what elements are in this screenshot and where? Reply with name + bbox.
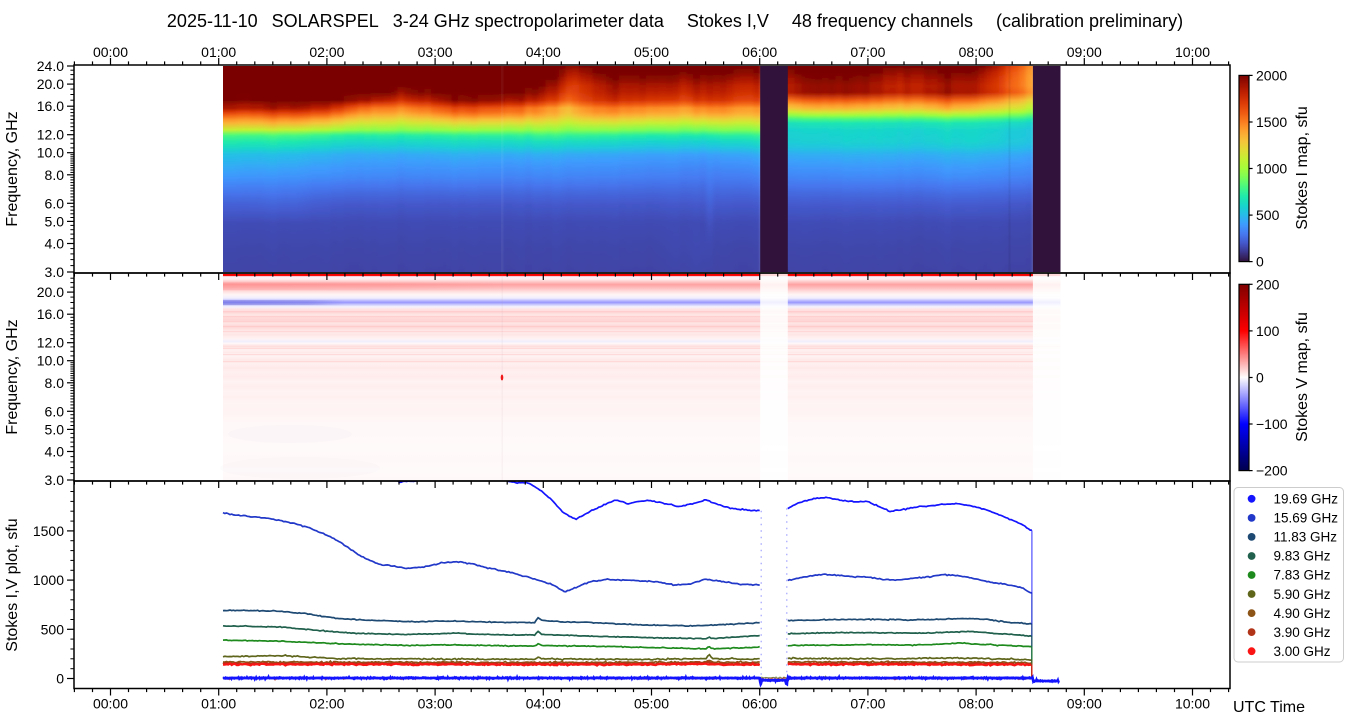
- svg-text:12.0: 12.0: [37, 335, 64, 351]
- svg-text:01:00: 01:00: [201, 696, 236, 712]
- svg-text:10:00: 10:00: [1175, 696, 1210, 712]
- svg-text:09:00: 09:00: [1067, 44, 1102, 60]
- svg-text:02:00: 02:00: [309, 696, 344, 712]
- svg-text:7.83 GHz: 7.83 GHz: [1274, 568, 1331, 583]
- svg-text:−200: −200: [1256, 463, 1288, 479]
- svg-text:0: 0: [1256, 370, 1264, 386]
- svg-text:02:00: 02:00: [309, 44, 344, 60]
- svg-text:08:00: 08:00: [959, 44, 994, 60]
- svg-text:9.83 GHz: 9.83 GHz: [1274, 549, 1331, 564]
- svg-text:2000: 2000: [1256, 67, 1287, 83]
- svg-text:04:00: 04:00: [526, 696, 561, 712]
- svg-text:Stokes V map, sfu: Stokes V map, sfu: [1294, 312, 1311, 442]
- svg-text:0: 0: [56, 671, 64, 687]
- svg-text:4.0: 4.0: [45, 236, 65, 252]
- svg-text:500: 500: [41, 621, 65, 637]
- svg-text:3.0: 3.0: [45, 264, 65, 280]
- svg-text:19.69 GHz: 19.69 GHz: [1274, 492, 1339, 507]
- svg-text:100: 100: [1256, 323, 1280, 339]
- svg-text:09:00: 09:00: [1067, 696, 1102, 712]
- svg-text:5.0: 5.0: [45, 421, 65, 437]
- svg-text:01:00: 01:00: [201, 44, 236, 60]
- svg-text:1500: 1500: [1256, 114, 1287, 130]
- svg-text:0: 0: [1256, 254, 1264, 270]
- svg-text:16.0: 16.0: [37, 306, 64, 322]
- svg-text:4.0: 4.0: [45, 444, 65, 460]
- svg-text:20.0: 20.0: [37, 284, 64, 300]
- svg-text:4.90 GHz: 4.90 GHz: [1274, 606, 1331, 621]
- svg-text:05:00: 05:00: [634, 696, 669, 712]
- svg-text:16.0: 16.0: [37, 98, 64, 114]
- svg-text:1000: 1000: [33, 572, 64, 588]
- svg-text:6.0: 6.0: [45, 403, 65, 419]
- svg-text:5.90 GHz: 5.90 GHz: [1274, 587, 1331, 602]
- svg-text:Stokes I,V plot, sfu: Stokes I,V plot, sfu: [4, 518, 21, 651]
- svg-text:Frequency, GHz: Frequency, GHz: [4, 319, 21, 434]
- svg-text:03:00: 03:00: [418, 696, 453, 712]
- svg-text:5.0: 5.0: [45, 213, 65, 229]
- svg-text:15.69 GHz: 15.69 GHz: [1274, 511, 1339, 526]
- svg-text:06:00: 06:00: [742, 44, 777, 60]
- svg-text:500: 500: [1256, 207, 1280, 223]
- svg-text:04:00: 04:00: [526, 44, 561, 60]
- svg-text:2025-11-10 SOLARSPEL 3-24 GH: 2025-11-10 SOLARSPEL 3-24 GHz spectropol…: [167, 11, 1183, 31]
- svg-text:10.0: 10.0: [37, 353, 64, 369]
- svg-text:3.00 GHz: 3.00 GHz: [1274, 644, 1331, 659]
- svg-text:200: 200: [1256, 276, 1280, 292]
- svg-text:11.83 GHz: 11.83 GHz: [1274, 530, 1338, 545]
- svg-text:8.0: 8.0: [45, 375, 65, 391]
- svg-text:UTC Time: UTC Time: [1233, 699, 1305, 716]
- svg-text:−100: −100: [1256, 416, 1288, 432]
- svg-text:12.0: 12.0: [37, 127, 64, 143]
- svg-text:3.90 GHz: 3.90 GHz: [1274, 625, 1331, 640]
- svg-text:8.0: 8.0: [45, 167, 65, 183]
- svg-text:03:00: 03:00: [418, 44, 453, 60]
- svg-text:07:00: 07:00: [850, 44, 885, 60]
- svg-text:00:00: 00:00: [93, 696, 128, 712]
- svg-text:1000: 1000: [1256, 161, 1287, 177]
- svg-text:6.0: 6.0: [45, 195, 65, 211]
- svg-text:05:00: 05:00: [634, 44, 669, 60]
- svg-text:24.0: 24.0: [37, 58, 64, 74]
- svg-text:10.0: 10.0: [37, 145, 64, 161]
- svg-text:06:00: 06:00: [742, 696, 777, 712]
- svg-text:10:00: 10:00: [1175, 44, 1210, 60]
- svg-text:20.0: 20.0: [37, 76, 64, 92]
- svg-text:08:00: 08:00: [959, 696, 994, 712]
- svg-text:00:00: 00:00: [93, 44, 128, 60]
- svg-text:07:00: 07:00: [850, 696, 885, 712]
- svg-text:Frequency, GHz: Frequency, GHz: [4, 111, 21, 226]
- svg-text:3.0: 3.0: [45, 472, 65, 488]
- svg-text:1500: 1500: [33, 523, 64, 539]
- svg-text:Stokes I map, sfu: Stokes I map, sfu: [1294, 106, 1311, 230]
